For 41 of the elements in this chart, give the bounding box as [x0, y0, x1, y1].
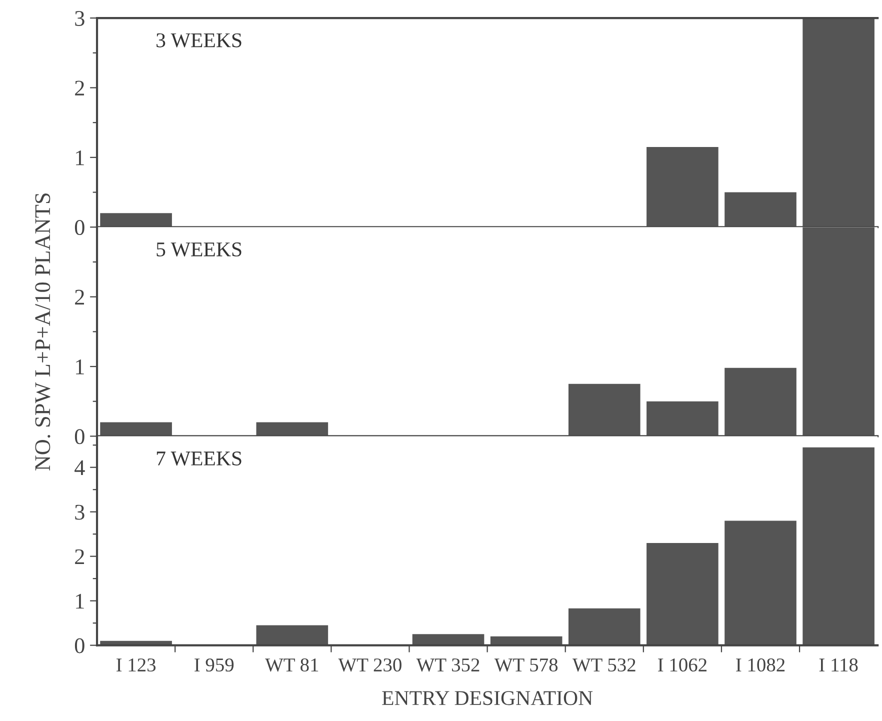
- y-tick-label: 0: [74, 220, 84, 236]
- bar: [568, 608, 640, 646]
- x-tick-label: WT 352: [416, 658, 480, 672]
- x-tick-label: I 1062: [658, 658, 706, 672]
- x-tick-label: I 118: [819, 658, 858, 672]
- bar: [724, 192, 796, 228]
- x-tick-label: WT 81: [265, 658, 318, 672]
- bar: [646, 146, 718, 228]
- bar: [724, 520, 796, 646]
- x-tick-label: I 123: [116, 658, 156, 672]
- x-tick-label: WT 578: [494, 658, 558, 672]
- bar: [802, 447, 874, 646]
- x-tick-label: WT 230: [338, 658, 402, 672]
- y-tick-label: 2: [75, 290, 84, 305]
- annotation: 3 WEEKS: [156, 33, 242, 48]
- y-tick-label: 2: [75, 549, 84, 564]
- x-tick-label: WT 532: [572, 658, 636, 672]
- y-tick-label: 1: [76, 360, 84, 374]
- bar: [646, 401, 718, 436]
- x-tick-label: I 959: [194, 658, 234, 672]
- annotation: 5 WEEKS: [156, 242, 242, 257]
- y-tick-label: 4: [74, 460, 85, 476]
- bar: [256, 625, 328, 646]
- bar: [100, 213, 172, 228]
- y-tick-label: 0: [74, 638, 84, 654]
- x-axis-title: ENTRY DESIGNATION: [382, 691, 593, 706]
- bar: [100, 422, 172, 436]
- bar: [412, 634, 484, 646]
- bar: [646, 542, 718, 646]
- bar: [724, 368, 796, 436]
- bar: [490, 636, 562, 646]
- y-tick-label: 2: [75, 80, 84, 96]
- y-tick-label: 1: [76, 594, 84, 609]
- bar: [568, 384, 640, 436]
- y-tick-label: 3: [75, 504, 84, 520]
- x-tick-label: I 1082: [736, 658, 785, 672]
- y-tick-label: 0: [74, 429, 84, 444]
- y-tick-label: 3: [75, 11, 84, 26]
- y-tick-label: 1: [76, 150, 84, 166]
- y-axis-title: NO. SPW L+P+A/10 PLANTS: [35, 194, 50, 471]
- annotation: 7 WEEKS: [156, 452, 242, 466]
